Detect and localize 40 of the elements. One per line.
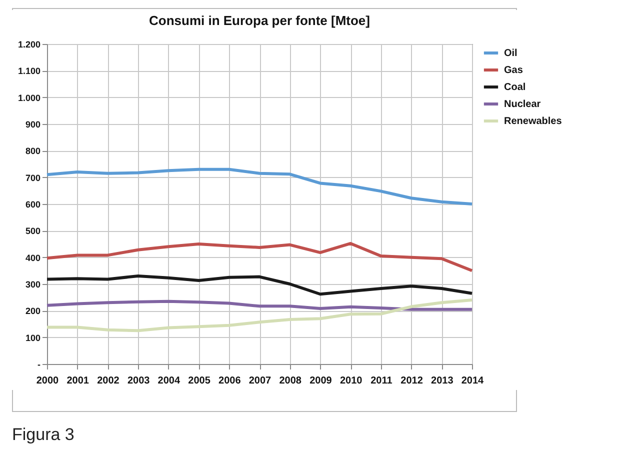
x-tick-label: 2006 [218,376,242,386]
legend-label: Oil [504,48,518,59]
y-tick-label: 100 [25,332,40,343]
y-tick-label: 800 [25,146,40,156]
x-tick-label: 2011 [370,376,393,386]
line-series [46,298,474,332]
text: Figura 3 [12,425,74,445]
x-tick-label: 2002 [97,376,120,386]
y-tick-label: 1.000 [18,92,40,103]
y-tick-label: 700 [25,172,40,183]
y-tick-label: 300 [25,280,40,290]
x-tick-label: 2013 [431,376,454,386]
y-tick-label: 1.100 [18,66,40,76]
legend-label: Coal [504,82,526,93]
x-tick-label: 2014 [461,376,484,386]
legend-label: Nuclear [504,99,541,110]
chart-title: Consumi in Europa per fonte [Mtoe] [149,13,370,28]
x-tick-label: 2008 [279,376,302,386]
line-series [46,242,474,272]
y-tick-label: 600 [25,200,40,210]
line-series [46,274,474,296]
y-tick-label: - [38,360,40,370]
legend-label: Gas [504,65,524,76]
x-tick-label: 2003 [127,376,150,386]
x-tick-label: 2007 [248,376,272,386]
x-tick-label: 2004 [158,376,180,386]
x-tick-label: 2005 [188,376,211,386]
y-tick-label: 400 [25,252,40,263]
x-tick-label: 2001 [66,376,90,386]
y-tick-label: 900 [25,120,40,130]
x-tick-label: 2009 [310,376,332,386]
x-tick-label: 2000 [36,376,60,386]
x-tick-label: 2010 [340,376,363,386]
y-tick-label: 500 [25,226,40,236]
legend-label: Renewables [504,116,562,127]
y-tick-label: 200 [25,306,40,316]
line-series [46,300,474,311]
y-tick-label: 1.200 [18,40,40,50]
x-tick-label: 2012 [400,376,424,386]
line-series [46,168,474,206]
